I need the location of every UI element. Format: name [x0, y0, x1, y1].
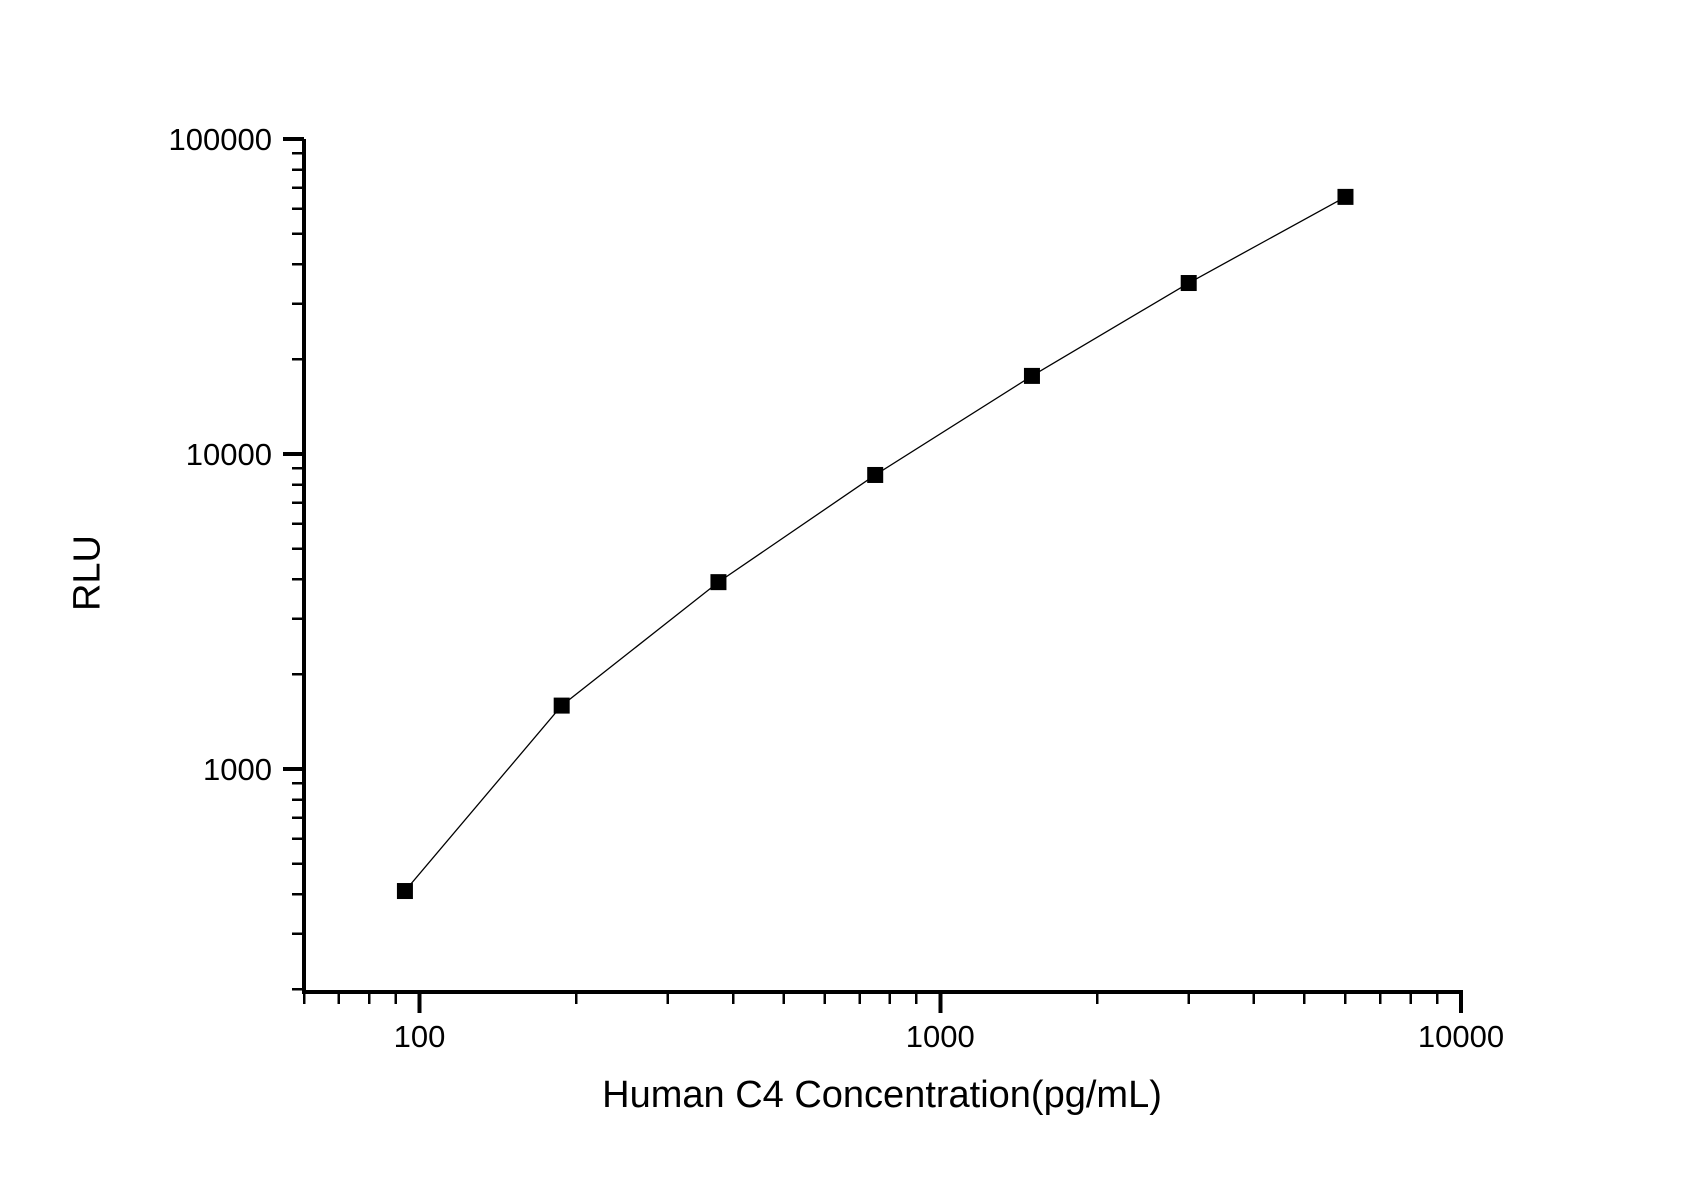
data-point-marker — [1337, 188, 1354, 205]
data-point-marker — [1023, 367, 1040, 384]
y-tick-label: 100000 — [169, 122, 272, 157]
data-point-marker — [1180, 275, 1197, 292]
data-point-marker — [710, 574, 727, 591]
y-axis-title: RLU — [66, 534, 109, 612]
series-line — [404, 196, 1346, 892]
data-point-marker — [867, 466, 884, 483]
y-tick-label: 1000 — [203, 752, 272, 787]
x-tick-label: 100 — [394, 1019, 446, 1054]
x-axis-title: Human C4 Concentration(pg/mL) — [602, 1074, 1162, 1116]
x-tick-label: 10000 — [1418, 1019, 1504, 1054]
data-point-marker — [553, 697, 570, 714]
y-tick-label: 10000 — [186, 437, 272, 472]
x-tick-label: 1000 — [906, 1019, 975, 1054]
data-point-marker — [396, 883, 413, 900]
